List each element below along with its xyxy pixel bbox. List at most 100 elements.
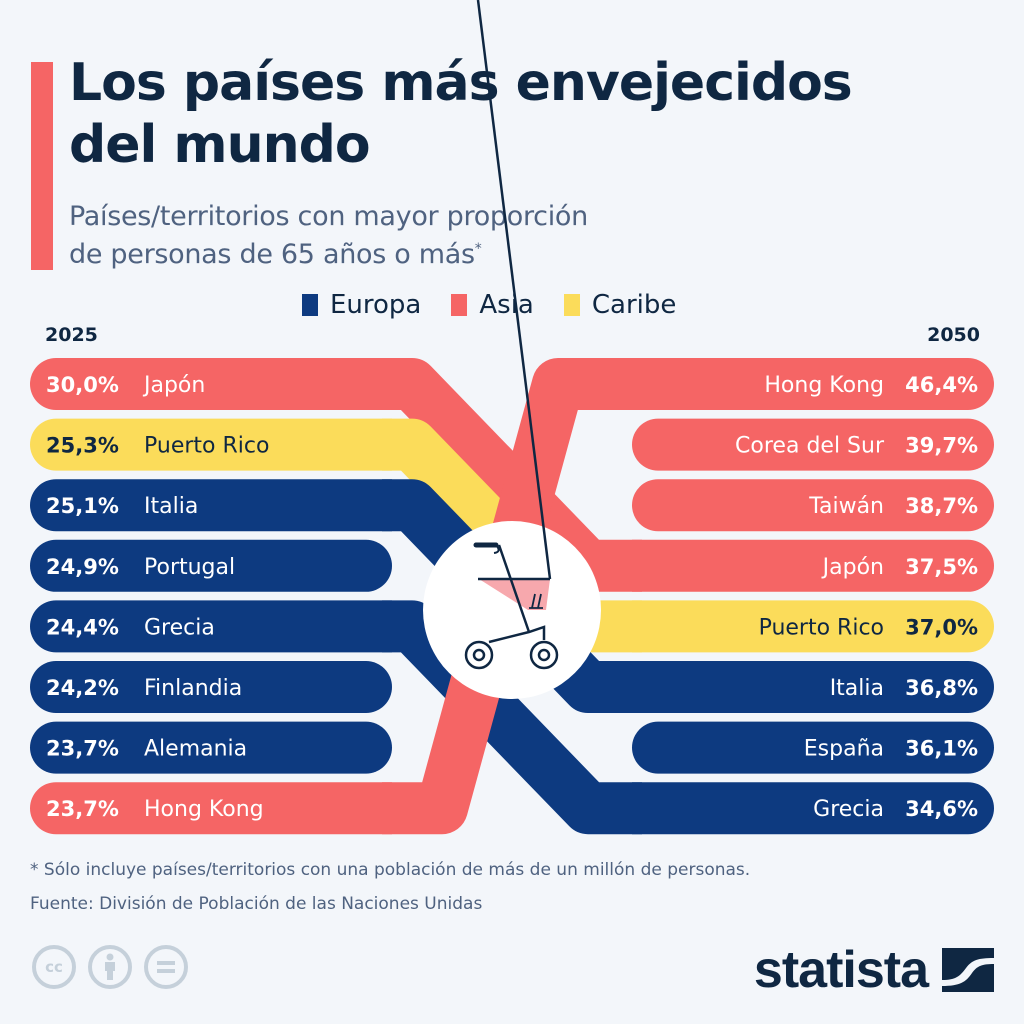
basket-fill <box>479 579 550 610</box>
basket-detail <box>529 593 543 609</box>
row-left-portugal: 24,9% Portugal <box>30 539 392 592</box>
country-label: España <box>804 737 884 762</box>
value-label: 25,3% <box>46 434 119 458</box>
row-left-japón: 30,0% Japón <box>30 358 392 410</box>
country-label: Italia <box>144 494 198 519</box>
connector-band-japón <box>382 358 642 592</box>
accent-bar <box>31 62 53 270</box>
country-label: Japón <box>821 555 884 580</box>
year-label-left: 2025 <box>45 324 98 346</box>
pill-shape <box>30 782 393 835</box>
connector-band-grecia <box>382 600 642 835</box>
pill-shape <box>632 600 994 653</box>
value-label: 37,0% <box>905 615 978 639</box>
pill-shape <box>30 600 393 653</box>
row-right-grecia: 34,6% Grecia <box>632 782 994 835</box>
legend-swatch-caribe <box>563 294 580 316</box>
row-right-hong-kong: 46,4% Hong Kong <box>632 358 994 410</box>
value-label: 25,1% <box>46 494 119 518</box>
row-right-japón: 37,5% Japón <box>632 539 994 592</box>
country-label: Finlandia <box>144 676 242 701</box>
legend-swatch-europa <box>302 294 318 316</box>
no-derivatives-icon[interactable] <box>144 945 188 989</box>
row-left-hong-kong: 23,7% Hong Kong <box>30 782 393 835</box>
year-label-right: 2050 <box>927 324 980 346</box>
row-left-grecia: 24,4% Grecia <box>30 600 393 653</box>
country-label: Taiwán <box>808 494 884 519</box>
value-label: 23,7% <box>46 737 119 761</box>
row-left-puerto-rico: 25,3% Puerto Rico <box>30 418 393 471</box>
subtitle-line-2: de personas de 65 años o más <box>69 239 475 270</box>
statista-logo[interactable]: statista <box>754 940 994 1000</box>
subtitle: Países/territorios con mayor proporción … <box>69 198 588 274</box>
pill-shape <box>632 782 994 835</box>
subtitle-line-1: Países/territorios con mayor proporción <box>69 201 588 232</box>
value-label: 46,4% <box>905 373 978 397</box>
country-label: Italia <box>830 676 884 701</box>
source-text: Fuente: División de Población de las Nac… <box>30 894 483 914</box>
row-left-finlandia: 24,2% Finlandia <box>30 661 392 713</box>
value-label: 23,7% <box>46 797 119 821</box>
wheel-right <box>529 640 559 670</box>
cc-icon-label: cc <box>45 958 63 976</box>
legend: Europa Asia Caribe <box>302 290 676 320</box>
country-label: Corea del Sur <box>735 434 885 459</box>
frame-lower <box>488 625 546 644</box>
brand-name: statista <box>753 941 929 999</box>
legend-item-caribe: Caribe <box>563 290 676 320</box>
title-line-2: del mundo <box>69 115 371 175</box>
pill-shape <box>632 721 994 774</box>
country-label: Portugal <box>144 555 235 580</box>
person-glyph <box>105 953 115 980</box>
attribution-icon[interactable] <box>88 945 132 989</box>
pill-shape <box>30 539 392 592</box>
country-label: Hong Kong <box>144 797 264 822</box>
country-label: Grecia <box>813 797 884 822</box>
row-right-taiwán: 38,7% Taiwán <box>632 479 994 532</box>
pill-shape <box>632 418 994 471</box>
country-label: Puerto Rico <box>759 615 884 640</box>
rollator-walker-icon <box>423 0 601 699</box>
wheel-left <box>464 640 494 670</box>
country-label: Alemania <box>144 737 247 762</box>
footnote: * Sólo incluye países/territorios con un… <box>30 853 750 921</box>
statista-mark-icon <box>942 948 994 992</box>
value-label: 37,5% <box>905 555 978 579</box>
value-label: 38,7% <box>905 494 978 518</box>
pill-shape <box>30 418 393 471</box>
country-label: Grecia <box>144 615 215 640</box>
value-label: 24,2% <box>46 676 119 700</box>
basket-rim <box>476 0 552 580</box>
country-label: Hong Kong <box>764 373 884 398</box>
row-right-españa: 36,1% España <box>632 721 994 774</box>
legend-item-asia: Asia <box>451 290 534 320</box>
value-label: 39,7% <box>905 434 978 458</box>
value-label: 24,9% <box>46 555 119 579</box>
value-label: 30,0% <box>46 373 119 397</box>
legend-label: Europa <box>330 290 422 320</box>
country-label: Puerto Rico <box>144 434 269 459</box>
pill-shape <box>30 661 392 713</box>
pill-shape <box>632 479 994 532</box>
cc-icon[interactable]: cc <box>32 945 76 989</box>
legend-label: Asia <box>479 290 534 320</box>
equals-glyph <box>157 961 175 973</box>
row-right-corea-del-sur: 39,7% Corea del Sur <box>632 418 994 471</box>
footnote-text: * Sólo incluye países/territorios con un… <box>30 860 751 880</box>
frame <box>497 544 531 633</box>
pill-shape <box>632 358 994 410</box>
value-label: 34,6% <box>905 797 978 821</box>
brake <box>493 544 500 554</box>
legend-item-europa: Europa <box>302 290 421 320</box>
pill-shape <box>30 358 392 410</box>
value-label: 36,8% <box>905 676 978 700</box>
pill-shape <box>632 539 994 592</box>
pill-shape <box>30 721 392 774</box>
country-label: Japón <box>142 373 205 398</box>
legend-swatch-asia <box>451 294 468 316</box>
icon-background-circle <box>423 521 601 699</box>
value-label: 36,1% <box>905 737 978 761</box>
row-pills: 30,0% Japón 25,3% Puerto Rico 25,1% Italia 24,… <box>30 358 994 835</box>
row-right-puerto-rico: 37,0% Puerto Rico <box>632 600 994 653</box>
